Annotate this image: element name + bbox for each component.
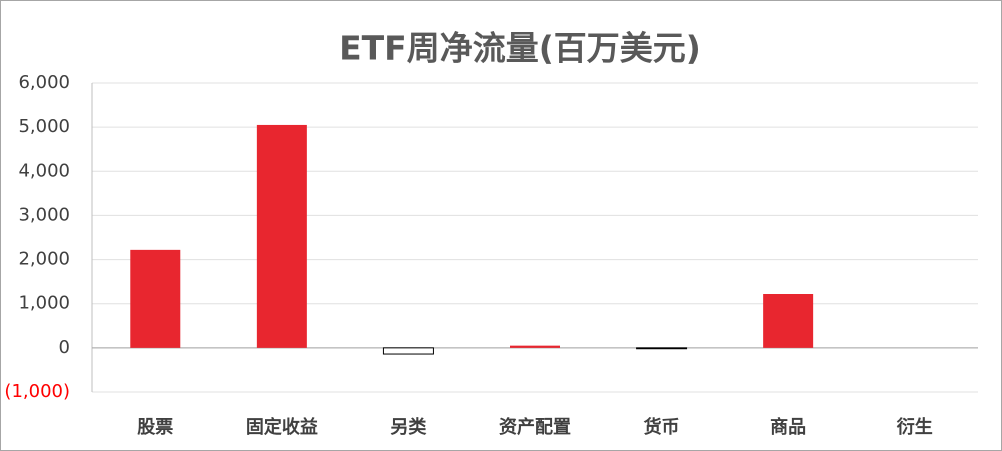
x-tick-label: 资产配置 [499,416,571,438]
bar [130,249,181,348]
bar [382,347,434,355]
bar [256,124,307,348]
y-tick-label: 3,000 [18,204,70,225]
x-tick-label: 货币 [644,416,680,438]
y-tick-label: 6,000 [18,72,70,93]
x-tick-label: 固定收益 [246,416,318,438]
bar [763,294,814,348]
x-tick-label: 股票 [136,417,173,438]
y-tick-label: 2,000 [18,249,70,270]
x-tick-label: 另类 [390,416,427,438]
y-tick-label: 4,000 [18,160,70,181]
y-tick-label: (1,000) [4,381,70,402]
y-tick-label: 0 [59,337,70,358]
chart-title: ETF周净流量(百万美元) [339,29,701,68]
y-tick-label: 1,000 [18,293,70,314]
bar [510,345,560,348]
y-tick-label: 5,000 [18,116,70,137]
x-tick-label: 衍生 [897,416,933,438]
x-tick-label: 商品 [770,416,806,438]
bar [636,347,688,350]
